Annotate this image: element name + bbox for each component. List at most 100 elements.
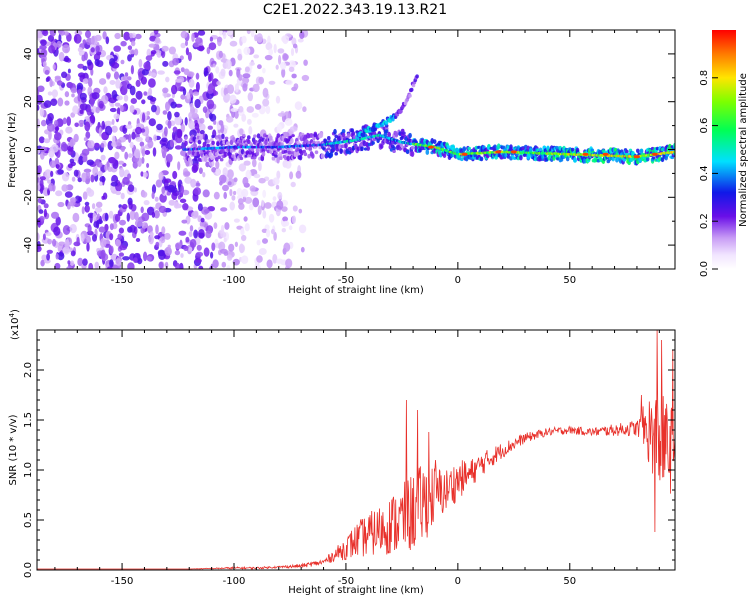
noise-speckle <box>203 247 210 257</box>
noise-speckle <box>244 196 253 204</box>
noise-speckle <box>288 225 293 231</box>
noise-speckle <box>67 163 73 169</box>
noise-speckle <box>262 67 266 74</box>
noise-speckle <box>156 123 163 131</box>
band-cell <box>291 134 295 138</box>
noise-speckle <box>218 120 224 126</box>
band-cell <box>215 157 219 162</box>
band-cell <box>223 151 228 157</box>
band-cell <box>533 156 538 162</box>
noise-speckle <box>146 163 150 168</box>
noise-speckle <box>154 37 161 44</box>
noise-speckle <box>172 126 178 133</box>
noise-speckle <box>51 211 59 219</box>
noise-speckle <box>264 202 272 209</box>
noise-speckle <box>114 32 121 40</box>
noise-speckle <box>219 30 223 36</box>
colorbar-tick-label: 0.8 <box>699 70 710 86</box>
noise-speckle <box>120 192 125 200</box>
noise-speckle <box>278 54 282 65</box>
noise-speckle <box>288 60 296 69</box>
band-cell <box>224 136 229 140</box>
band-cell <box>206 143 210 148</box>
y-tick-label: 1.0 <box>23 462 34 478</box>
spectrogram-x-ticks: -150 -100 -50 0 50 <box>54 30 660 286</box>
noise-speckle <box>115 190 122 196</box>
noise-speckle <box>206 99 215 110</box>
noise-speckle <box>94 207 103 213</box>
noise-speckle <box>282 220 290 227</box>
band-cell <box>314 150 319 155</box>
noise-speckle <box>86 242 90 252</box>
band-cell <box>462 146 467 152</box>
noise-speckle <box>127 184 135 192</box>
noise-speckle <box>198 167 203 174</box>
noise-speckle <box>85 171 91 179</box>
noise-speckle <box>276 123 282 133</box>
noise-speckle <box>202 106 208 113</box>
noise-speckle <box>42 30 49 37</box>
noise-speckle <box>243 216 248 222</box>
noise-speckle <box>119 219 126 226</box>
noise-speckle <box>215 66 220 74</box>
noise-speckle <box>67 260 71 265</box>
noise-speckle <box>156 52 162 58</box>
noise-speckle <box>175 242 182 250</box>
noise-speckle <box>161 186 166 194</box>
noise-speckle <box>89 213 93 224</box>
noise-speckle <box>40 259 45 267</box>
noise-speckle <box>127 262 135 269</box>
branch-cell <box>411 83 416 88</box>
noise-speckle <box>175 262 181 269</box>
noise-speckle <box>226 84 235 94</box>
noise-speckle <box>238 163 247 172</box>
noise-speckle <box>285 79 293 86</box>
noise-speckle <box>40 39 47 46</box>
noise-speckle <box>88 262 94 269</box>
band-cell <box>247 139 251 145</box>
band-cell <box>202 141 207 148</box>
x-tick-label: -100 <box>223 275 246 286</box>
noise-speckle <box>53 226 61 236</box>
x-tick-label: 0 <box>455 275 461 286</box>
noise-speckle <box>87 224 92 234</box>
noise-speckle <box>265 42 273 51</box>
noise-speckle <box>111 119 115 125</box>
noise-speckle <box>98 127 102 137</box>
noise-speckle <box>262 189 267 198</box>
noise-speckle <box>185 236 190 243</box>
noise-speckle <box>220 87 225 97</box>
band-cell <box>253 134 257 138</box>
band-cell <box>346 132 351 138</box>
noise-speckle <box>111 90 118 100</box>
noise-speckle <box>102 31 107 40</box>
band-cell <box>329 151 334 158</box>
noise-speckle <box>177 161 181 171</box>
noise-speckle <box>203 70 209 76</box>
noise-speckle <box>52 238 57 247</box>
noise-speckle <box>242 195 246 203</box>
snr-plot-area <box>37 330 675 570</box>
noise-speckle <box>83 168 92 173</box>
noise-speckle <box>292 205 298 212</box>
band-cell <box>197 139 202 145</box>
noise-speckle <box>104 120 113 127</box>
noise-speckle <box>134 33 142 40</box>
noise-speckle <box>107 266 113 269</box>
noise-speckle <box>43 138 51 144</box>
noise-speckle <box>165 76 170 83</box>
noise-speckle <box>180 30 188 39</box>
band-cell <box>460 157 464 162</box>
noise-speckle <box>197 30 206 36</box>
noise-speckle <box>42 233 46 241</box>
noise-speckle <box>198 229 205 239</box>
noise-speckle <box>72 105 79 115</box>
noise-speckle <box>216 81 221 86</box>
y-tick-label: 0 <box>23 146 34 152</box>
noise-speckle <box>299 31 305 39</box>
noise-speckle <box>164 246 172 256</box>
noise-speckle <box>111 135 116 143</box>
noise-speckle <box>188 231 193 238</box>
noise-speckle <box>37 245 42 253</box>
noise-speckle <box>243 160 251 166</box>
